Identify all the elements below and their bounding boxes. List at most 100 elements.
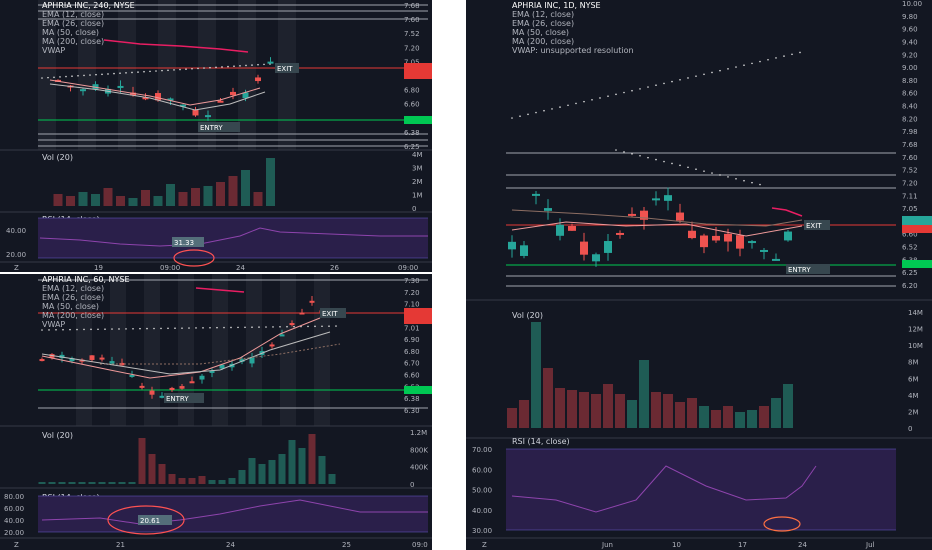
price-tag-entry xyxy=(404,386,432,394)
volume-bar xyxy=(579,392,589,428)
volume-bar xyxy=(78,482,86,484)
ma200-dots xyxy=(775,57,777,59)
rsi-tick-label: 20.00 xyxy=(6,251,26,259)
candle-body xyxy=(772,258,780,261)
time-axis-label: 21 xyxy=(116,541,125,549)
ma200-dots xyxy=(527,113,529,116)
ma200-dots xyxy=(519,115,521,117)
volume-bar xyxy=(128,198,138,206)
indicator-legend-item: MA (200, close) xyxy=(42,311,104,320)
volume-bar xyxy=(288,440,296,484)
candle-body xyxy=(59,354,65,359)
ma200-dots xyxy=(230,326,232,329)
volume-bar xyxy=(759,406,769,428)
ma200-dots xyxy=(575,102,577,105)
ma200-dots xyxy=(535,111,537,114)
indicator-legend-item: MA (50, close) xyxy=(42,28,99,37)
ma200-dots xyxy=(783,55,785,57)
volume-bar xyxy=(298,448,306,484)
chart-panel-4h[interactable]: APHRIA INC, 240, NYSE EMA (12, close) EMA … xyxy=(0,0,432,272)
volume-bar xyxy=(639,360,649,428)
volume-bar xyxy=(241,170,250,206)
candle-body xyxy=(580,241,588,255)
ma50-dots xyxy=(687,166,689,169)
candle-body xyxy=(230,91,236,96)
ma200-dots xyxy=(76,328,78,331)
indicator-legend-item: VWAP xyxy=(42,320,65,329)
ma200-dots xyxy=(195,327,197,329)
ma200-dots xyxy=(149,70,151,73)
volume-bar xyxy=(91,194,100,206)
candle-body xyxy=(652,198,660,201)
ma200-dots xyxy=(62,328,64,331)
price-tag-exit xyxy=(902,225,932,233)
ma200-dots xyxy=(65,75,67,78)
ma200-dots xyxy=(101,73,103,76)
volume-bar xyxy=(771,398,781,428)
volume-bar xyxy=(735,412,745,428)
chart-panel-1d[interactable]: APHRIA INC, 1D, NYSE EMA (12, close) EMA (… xyxy=(466,0,932,550)
candle-body xyxy=(80,89,86,92)
ema26-line xyxy=(511,209,803,227)
volume-tick-label: 0 xyxy=(412,205,416,213)
candle-body xyxy=(109,361,115,364)
chart-panel-1h[interactable]: APHRIA INC, 60, NYSE EMA (12, close) EMA (… xyxy=(0,274,432,550)
ma200-dots xyxy=(55,329,57,331)
price-tick-label: 7.20 xyxy=(404,289,420,297)
candle-body xyxy=(736,235,744,249)
ma200-dots xyxy=(293,325,295,328)
rsi-band xyxy=(38,496,428,532)
rsi-tick-label: 60.00 xyxy=(4,505,24,513)
volume-bar xyxy=(128,482,136,484)
price-tick-label: 7.05 xyxy=(902,205,918,213)
ma200-dots xyxy=(161,69,163,72)
ma200-dots xyxy=(188,327,190,329)
candle-body xyxy=(279,334,285,337)
candle-body xyxy=(267,61,274,64)
ma200-dots xyxy=(663,82,665,85)
price-tick-label: 6.90 xyxy=(404,336,420,344)
ma200-dots xyxy=(279,326,281,328)
ma50-dots xyxy=(647,156,649,159)
rsi-line xyxy=(511,465,817,513)
volume-bar xyxy=(268,460,276,484)
rsi-tick-label: 50.00 xyxy=(472,487,492,495)
volume-tick-label: 4M xyxy=(908,392,919,400)
exit-label-bg xyxy=(320,308,346,318)
volume-bar xyxy=(108,482,116,484)
ma200-dots xyxy=(41,329,43,331)
ma200-dots xyxy=(71,75,73,77)
ma200-dots xyxy=(543,109,545,112)
candle-body xyxy=(159,395,165,398)
ma200-dots xyxy=(735,66,737,68)
candle-body xyxy=(69,358,75,362)
price-tick-label: 8.60 xyxy=(902,90,918,98)
rsi-value-label-bg xyxy=(138,515,172,525)
ma200-dots xyxy=(107,73,109,75)
ma200-dots xyxy=(679,78,681,81)
candle-body xyxy=(604,241,612,253)
rsi-tick-label: 70.00 xyxy=(472,446,492,454)
volume-tick-label: 10M xyxy=(908,342,923,350)
ma200-dots xyxy=(615,93,617,96)
ma200-dots xyxy=(118,328,120,330)
volume-tick-label: 0 xyxy=(908,425,912,433)
time-axis-label: 09:0 xyxy=(412,541,428,549)
candle-body xyxy=(129,374,135,377)
volume-bar xyxy=(38,482,46,484)
volume-bar xyxy=(711,410,721,428)
rsi-tick-label: 60.00 xyxy=(472,466,492,474)
volume-tick-label: 3M xyxy=(412,165,423,173)
volume-bar xyxy=(675,402,685,428)
ma200-dots xyxy=(307,325,309,328)
rsi-tick-label: 40.00 xyxy=(6,227,26,235)
volume-bar xyxy=(308,434,316,484)
price-tick-label: 6.38 xyxy=(404,129,420,137)
volume-bar xyxy=(248,458,256,484)
session-shade xyxy=(110,274,126,426)
ema12-line xyxy=(511,221,803,237)
rsi-band xyxy=(38,218,428,258)
